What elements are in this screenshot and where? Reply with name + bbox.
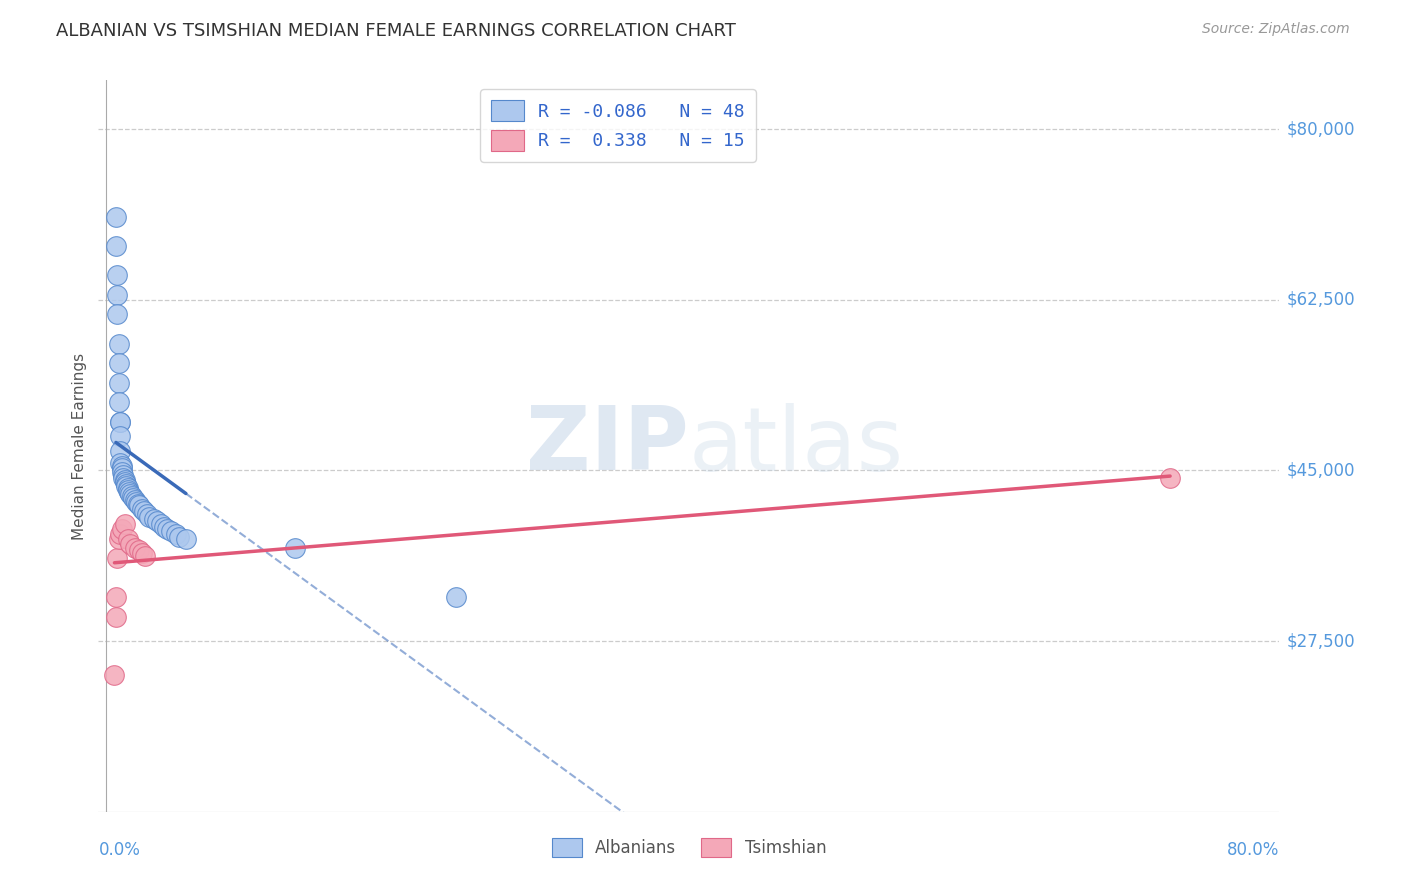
Point (108, 376, 131, 390)
Point (114, 473, 136, 487)
Point (121, 489, 143, 503)
Point (112, 471, 135, 485)
Point (284, 541, 307, 556)
Point (138, 510, 160, 524)
Point (131, 502, 153, 516)
Point (115, 477, 138, 491)
Point (153, 520, 176, 534)
Text: atlas: atlas (689, 402, 904, 490)
Point (120, 487, 142, 501)
Text: ZIP: ZIP (526, 402, 689, 490)
Point (128, 499, 150, 513)
Text: ALBANIAN VS TSIMSHIAN MEDIAN FEMALE EARNINGS CORRELATION CHART: ALBANIAN VS TSIMSHIAN MEDIAN FEMALE EARN… (56, 22, 737, 40)
Text: 0.0%: 0.0% (98, 841, 141, 859)
Point (111, 466, 134, 480)
Point (160, 524, 183, 538)
Point (117, 532, 139, 546)
Point (118, 484, 141, 499)
Point (104, 609, 127, 624)
Point (110, 415, 132, 429)
Point (110, 429, 132, 443)
Point (131, 546, 153, 560)
Point (110, 443, 132, 458)
Text: $80,000: $80,000 (1286, 120, 1355, 138)
Point (111, 461, 134, 475)
Point (103, 668, 125, 682)
Text: $62,500: $62,500 (1286, 291, 1355, 309)
Point (104, 210, 127, 224)
Point (110, 456, 132, 470)
Point (117, 483, 139, 497)
Point (104, 590, 127, 604)
Point (134, 549, 156, 564)
Point (105, 307, 128, 321)
Point (167, 530, 190, 544)
Point (115, 479, 138, 493)
Point (117, 481, 139, 495)
Point (125, 494, 148, 508)
Point (124, 492, 146, 507)
Point (111, 458, 134, 473)
Y-axis label: Median Female Earnings: Median Female Earnings (72, 352, 87, 540)
Point (444, 590, 467, 604)
Point (122, 491, 145, 505)
Point (105, 268, 128, 283)
Point (110, 415, 132, 429)
Point (114, 516, 136, 531)
Point (124, 541, 146, 556)
Point (105, 551, 128, 566)
Text: Source: ZipAtlas.com: Source: ZipAtlas.com (1202, 22, 1350, 37)
Point (114, 475, 136, 489)
Point (108, 336, 131, 351)
Point (127, 497, 149, 511)
Point (1159, 471, 1181, 485)
Point (110, 526, 132, 541)
Point (128, 543, 150, 558)
Text: 80.0%: 80.0% (1227, 841, 1279, 859)
Point (145, 514, 167, 528)
Point (135, 508, 157, 522)
Point (108, 356, 131, 370)
Point (165, 526, 187, 541)
Point (150, 516, 173, 531)
Legend: Albanians, Tsimshian: Albanians, Tsimshian (543, 830, 835, 865)
Point (174, 532, 197, 546)
Point (104, 239, 127, 253)
Text: $45,000: $45,000 (1286, 461, 1355, 479)
Point (156, 522, 179, 536)
Point (105, 288, 128, 302)
Point (108, 532, 131, 546)
Point (108, 395, 131, 409)
Text: $27,500: $27,500 (1286, 632, 1355, 650)
Point (112, 468, 135, 483)
Point (132, 504, 155, 518)
Point (120, 536, 142, 550)
Point (142, 512, 165, 526)
Point (111, 522, 134, 536)
